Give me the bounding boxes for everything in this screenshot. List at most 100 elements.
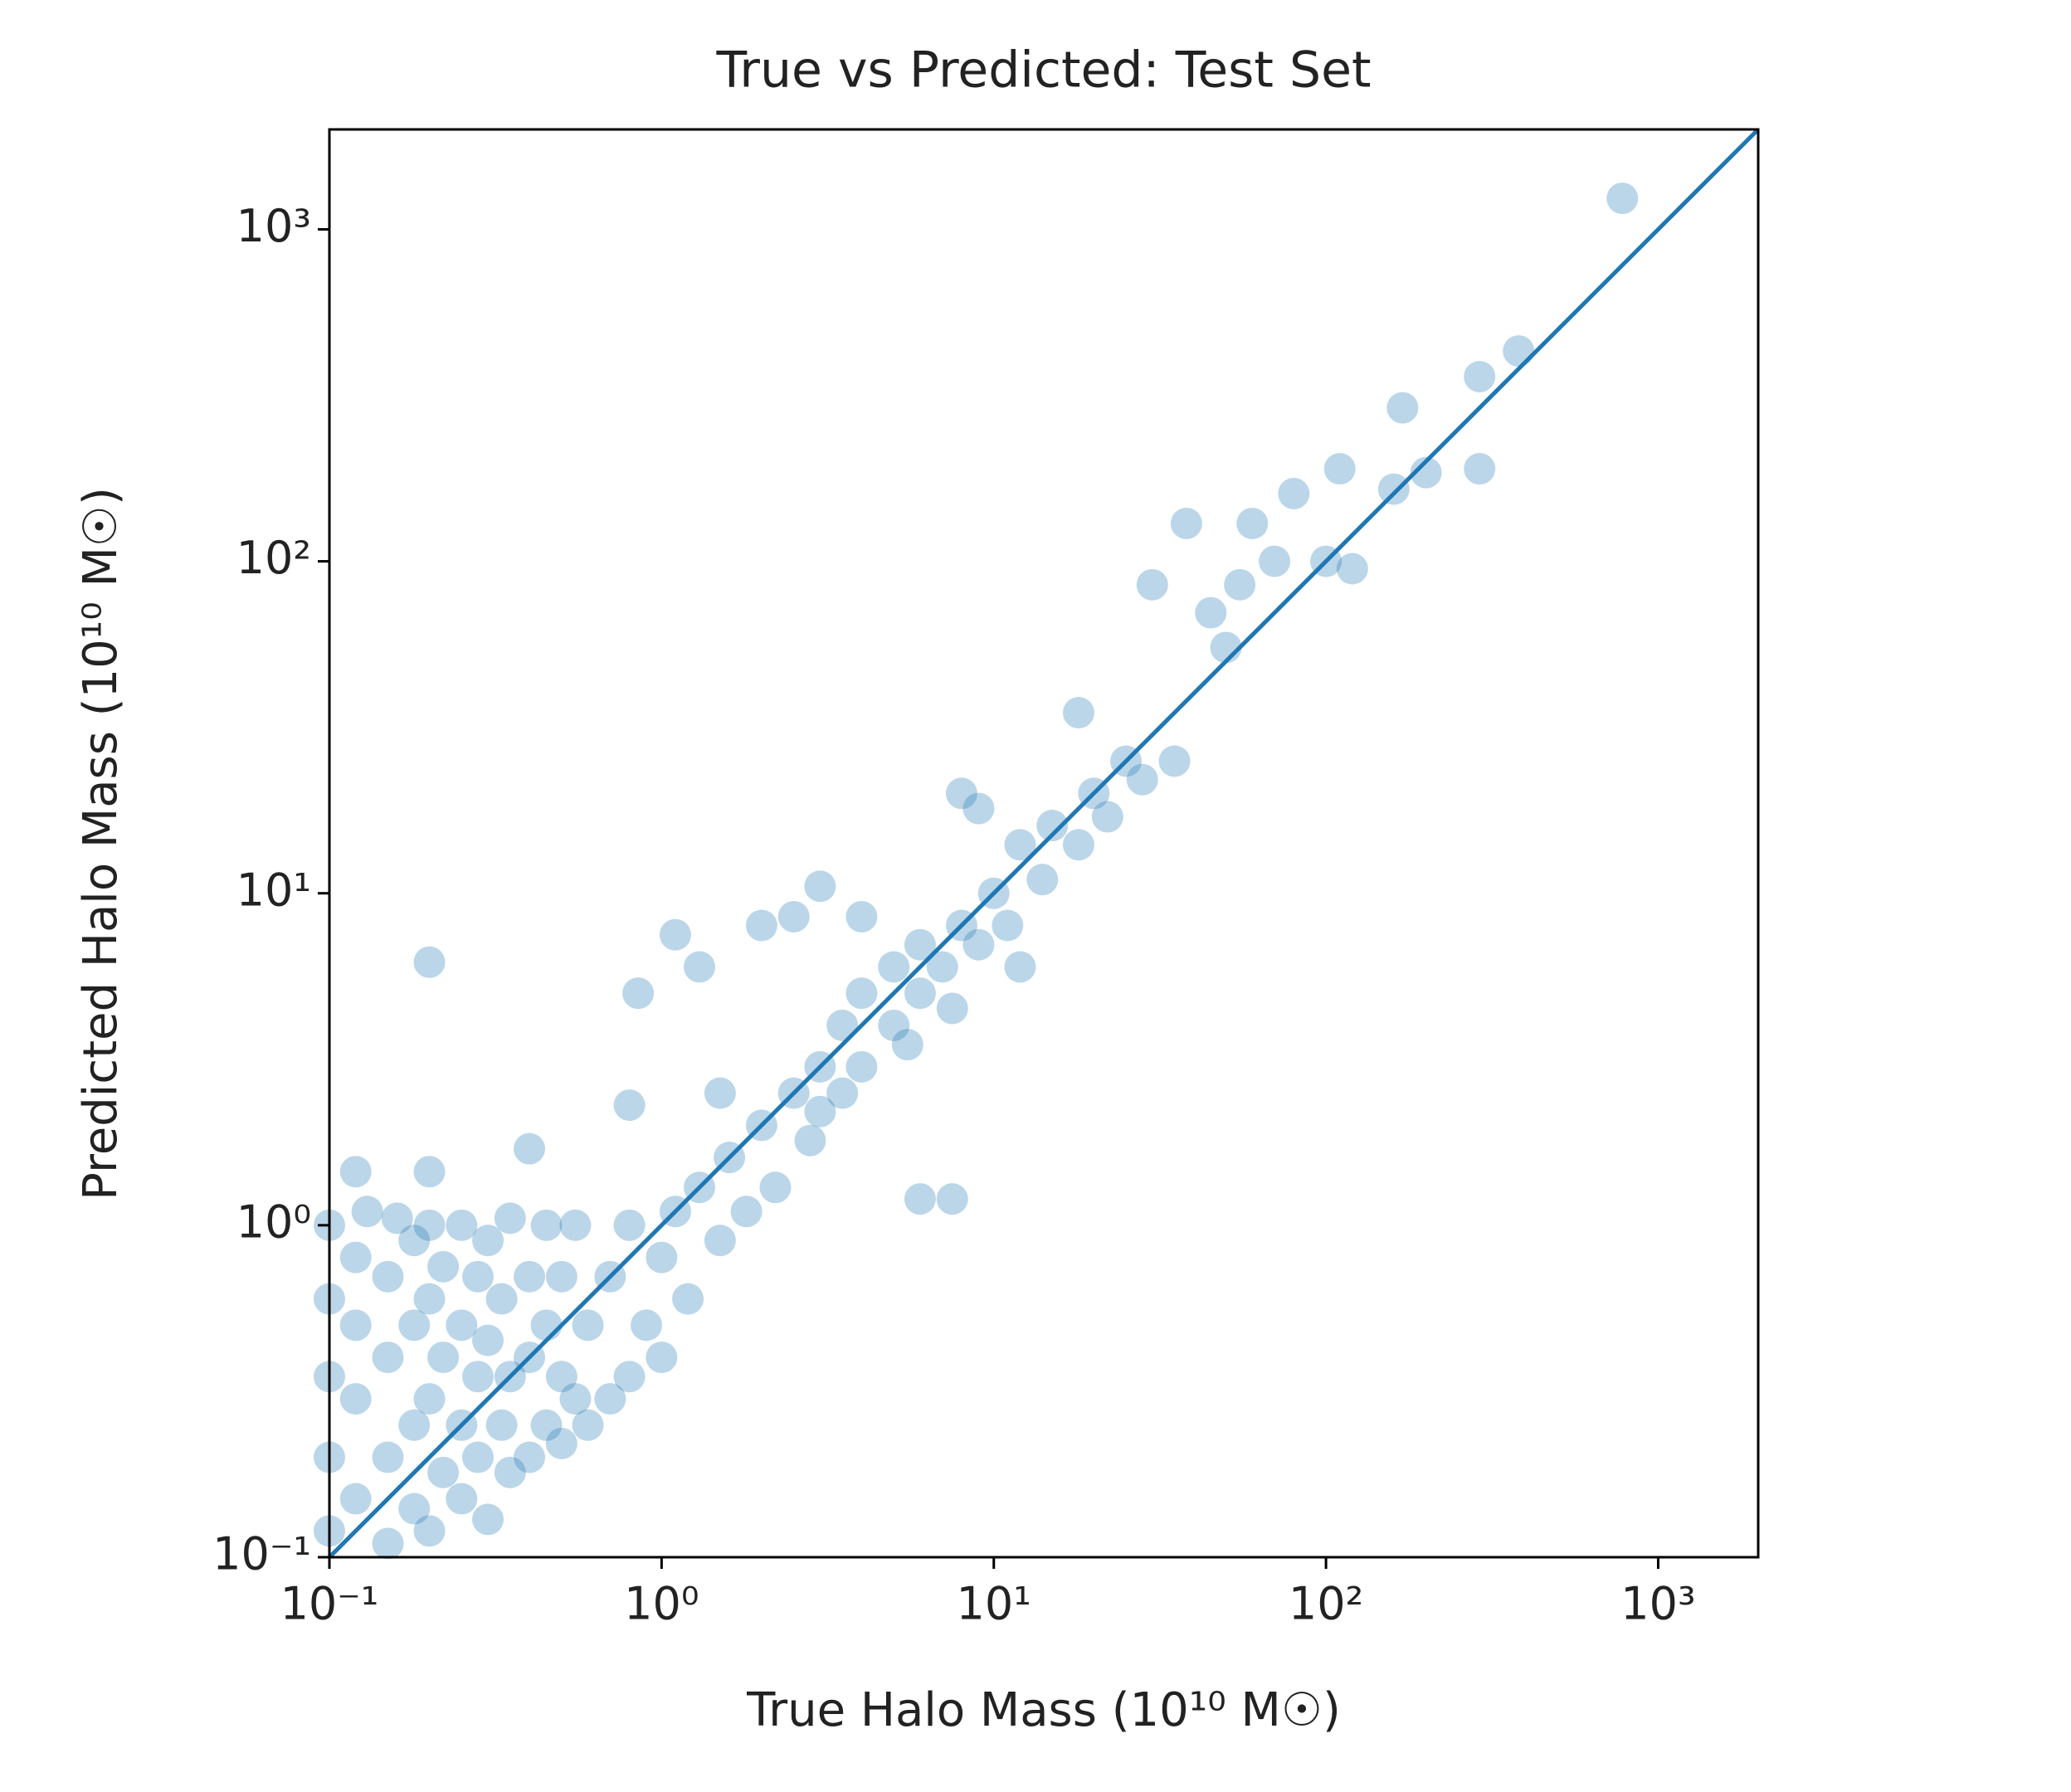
point	[572, 1309, 604, 1342]
point	[704, 1225, 736, 1257]
point	[646, 1241, 678, 1273]
point	[572, 1409, 604, 1441]
point	[1026, 864, 1059, 896]
point	[514, 1132, 546, 1165]
point	[878, 1009, 910, 1041]
point	[339, 1241, 372, 1273]
point	[339, 1309, 372, 1342]
point	[631, 1309, 663, 1342]
y-tick-label: 10¹	[236, 864, 311, 916]
point	[704, 1077, 736, 1109]
point	[936, 992, 968, 1025]
point	[845, 1050, 878, 1083]
x-tick-label: 10³	[1620, 1578, 1695, 1630]
point	[427, 1456, 460, 1488]
point	[646, 1342, 678, 1374]
point	[594, 1383, 626, 1415]
point	[545, 1427, 577, 1459]
point	[904, 1183, 936, 1215]
reference-line	[328, 128, 1760, 1559]
point	[1091, 801, 1123, 833]
point	[446, 1483, 478, 1515]
point	[494, 1456, 526, 1488]
x-tick-label: 10⁻¹	[280, 1578, 379, 1630]
point	[804, 1095, 836, 1127]
point	[1377, 473, 1410, 505]
point	[845, 900, 878, 933]
point	[1062, 697, 1094, 729]
point	[1158, 745, 1191, 777]
point	[613, 1089, 646, 1122]
point	[413, 1515, 446, 1547]
point	[372, 1527, 404, 1560]
point	[745, 909, 777, 942]
point	[530, 1309, 563, 1342]
point	[1004, 951, 1036, 983]
point	[514, 1260, 546, 1293]
point	[398, 1309, 431, 1342]
point	[372, 1441, 404, 1473]
point	[413, 1209, 446, 1241]
point	[1004, 829, 1036, 861]
point	[1336, 553, 1368, 585]
point	[992, 909, 1024, 942]
point	[730, 1195, 763, 1228]
point	[462, 1260, 495, 1293]
point	[804, 870, 836, 903]
point	[351, 1195, 383, 1228]
point	[462, 1361, 495, 1393]
point	[659, 918, 691, 951]
point	[514, 1441, 546, 1473]
point	[472, 1225, 504, 1257]
point	[891, 1029, 923, 1061]
y-tick-label: 10⁰	[236, 1196, 311, 1249]
point	[545, 1361, 577, 1393]
point	[904, 928, 936, 961]
point	[826, 1077, 859, 1109]
y-tick-label: 10²	[236, 532, 311, 584]
point	[398, 1225, 431, 1257]
point	[1464, 453, 1496, 485]
point	[1278, 477, 1310, 509]
point	[339, 1156, 372, 1188]
point	[1464, 360, 1496, 392]
point	[413, 1156, 446, 1188]
y-axis-label: Predicted Halo Mass (10¹⁰ M☉)	[74, 487, 128, 1200]
point	[1036, 810, 1069, 842]
point	[446, 1309, 478, 1342]
point	[904, 977, 936, 1010]
point	[398, 1409, 431, 1441]
point	[381, 1202, 413, 1234]
point	[1062, 829, 1094, 861]
point	[672, 1283, 704, 1315]
point	[926, 951, 958, 983]
point	[1224, 568, 1256, 601]
point	[1195, 597, 1227, 629]
point	[372, 1260, 404, 1293]
y-tick-label: 10³	[236, 200, 311, 252]
x-tick-label: 10²	[1289, 1578, 1363, 1630]
point	[398, 1493, 431, 1525]
point	[427, 1250, 460, 1283]
point	[1126, 763, 1158, 796]
point	[936, 1183, 968, 1215]
point	[962, 792, 995, 825]
point	[530, 1409, 563, 1441]
point	[530, 1209, 563, 1241]
point	[545, 1260, 577, 1293]
point	[1386, 392, 1419, 424]
point	[559, 1383, 592, 1415]
point	[446, 1209, 478, 1241]
plot-frame	[328, 128, 1760, 1559]
point	[485, 1409, 518, 1441]
point	[613, 1361, 646, 1393]
chart-title: True vs Predicted: Test Set	[715, 41, 1371, 100]
point	[777, 900, 810, 933]
point	[878, 951, 910, 983]
point	[1410, 456, 1442, 489]
point	[962, 928, 995, 961]
point	[759, 1171, 792, 1204]
point	[845, 977, 878, 1010]
point	[339, 1383, 372, 1415]
